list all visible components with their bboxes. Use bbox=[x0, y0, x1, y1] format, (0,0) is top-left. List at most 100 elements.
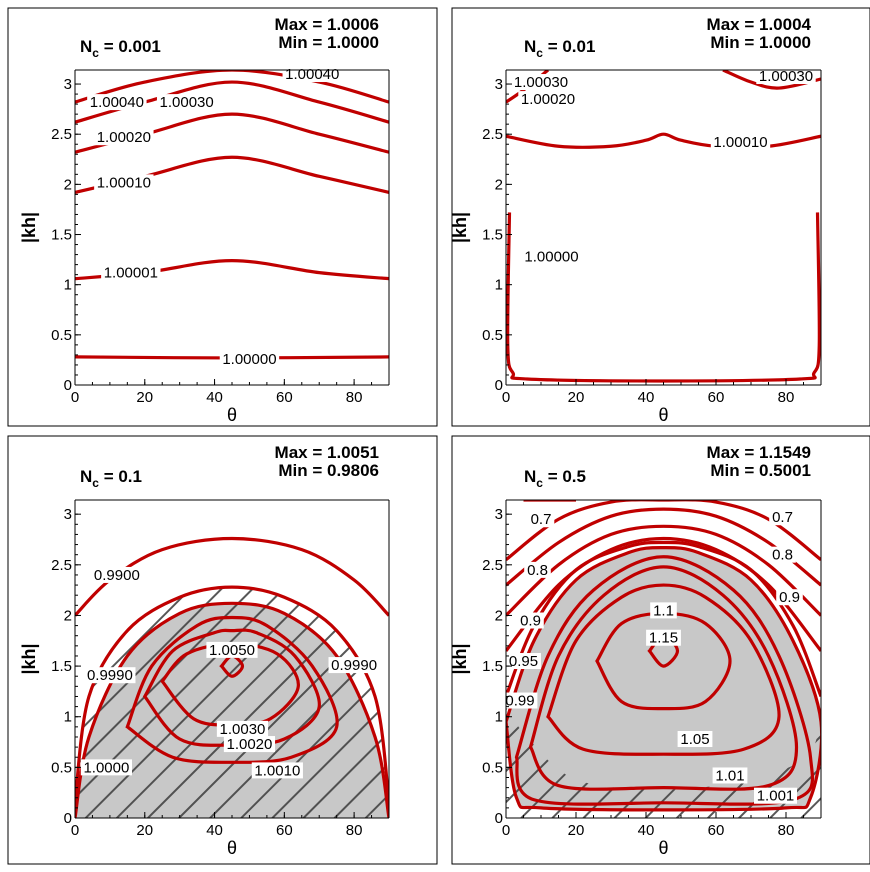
hatched-region bbox=[75, 587, 389, 818]
contour-label: 0.8 bbox=[527, 562, 548, 579]
contour-label-bg bbox=[650, 602, 677, 619]
x-tick-label: 0 bbox=[71, 822, 79, 839]
y-tick-label: 2 bbox=[64, 607, 72, 624]
contour-label: 1.00040 bbox=[285, 66, 339, 83]
contour-label-bg bbox=[524, 561, 551, 578]
contour-label: 1.00030 bbox=[514, 74, 568, 91]
contour-label-bg bbox=[517, 612, 544, 629]
contour-label-bg bbox=[710, 134, 771, 151]
panel-frame bbox=[451, 435, 870, 865]
contour-label-bg bbox=[677, 731, 713, 748]
contour-line-0_9990 bbox=[75, 585, 389, 804]
contour-label: 0.95 bbox=[509, 653, 538, 670]
contour-label: 1.00010 bbox=[97, 174, 151, 191]
contour-label-bg bbox=[216, 720, 269, 737]
plot-area bbox=[506, 500, 821, 818]
contour-line-1_00040 bbox=[75, 70, 389, 104]
y-tick-label: 2 bbox=[495, 176, 503, 193]
contour-line-0_99 bbox=[506, 540, 821, 698]
contour-label-bg bbox=[94, 174, 154, 191]
x-tick-label: 40 bbox=[206, 389, 223, 406]
max-label: Max = 1.0051 bbox=[275, 443, 379, 462]
y-tick-label: 2.5 bbox=[482, 557, 503, 574]
title-sub: c bbox=[536, 46, 543, 60]
contour-label: 0.99 bbox=[505, 693, 534, 710]
contour-label: 1.00000 bbox=[222, 351, 276, 368]
x-tick-label: 80 bbox=[778, 389, 795, 406]
title-sub: c bbox=[92, 476, 99, 490]
y-tick-label: 0.5 bbox=[51, 759, 72, 776]
y-tick-label: 1.5 bbox=[51, 658, 72, 675]
contour-label: 1.001 bbox=[757, 788, 795, 805]
contour-label-bg bbox=[712, 767, 748, 784]
max-label: Max = 1.1549 bbox=[707, 443, 811, 462]
x-tick-label: 60 bbox=[708, 389, 725, 406]
contour-label-bg bbox=[101, 264, 161, 281]
contour-label: 1.15 bbox=[649, 630, 678, 647]
contour-label: 1.00010 bbox=[713, 134, 767, 151]
contour-label-bg bbox=[91, 566, 143, 583]
x-axis-label: θ bbox=[227, 838, 237, 858]
min-label: Min = 0.9806 bbox=[278, 461, 379, 480]
contour-line-0_95 bbox=[506, 536, 821, 652]
contour-label: 1.0020 bbox=[226, 736, 272, 753]
contour-label: 0.9 bbox=[779, 589, 800, 606]
contour-label-bg bbox=[156, 94, 217, 111]
x-tick-label: 80 bbox=[346, 389, 363, 406]
min-label: Min = 1.0000 bbox=[710, 33, 811, 52]
x-tick-label: 40 bbox=[638, 822, 655, 839]
contour-label-bg bbox=[251, 762, 303, 779]
x-axis-label: θ bbox=[658, 838, 668, 858]
x-tick-label: 20 bbox=[568, 822, 585, 839]
plot-area bbox=[75, 536, 389, 818]
panel-title: Nc = 0.1 bbox=[80, 467, 142, 490]
contour-label: 0.7 bbox=[531, 511, 552, 528]
y-tick-label: 1 bbox=[64, 709, 72, 726]
contour-label: 1.00030 bbox=[160, 94, 214, 111]
contour-label-bg bbox=[521, 248, 582, 265]
contour-line-1_0010 bbox=[125, 615, 339, 764]
contour-label: 1.00001 bbox=[104, 265, 158, 282]
panel-title: Nc = 0.5 bbox=[524, 467, 586, 490]
contour-label: 0.9990 bbox=[87, 667, 133, 684]
plot-area bbox=[506, 70, 821, 383]
y-tick-label: 2.5 bbox=[51, 557, 72, 574]
y-tick-label: 1 bbox=[495, 277, 503, 294]
panel-title: Nc = 0.001 bbox=[80, 37, 161, 60]
contour-label-bg bbox=[328, 657, 380, 674]
x-tick-label: 80 bbox=[778, 822, 795, 839]
contour-label-bg bbox=[219, 350, 280, 367]
title-rest: = 0.001 bbox=[99, 37, 161, 56]
contour-label-bg bbox=[506, 653, 541, 670]
contour-label-bg bbox=[502, 692, 538, 709]
contour-line-0_9 bbox=[506, 524, 821, 617]
contour-label: 1.1 bbox=[653, 602, 674, 619]
y-tick-label: 1.5 bbox=[482, 658, 503, 675]
contour-label: 1.0050 bbox=[209, 642, 255, 659]
contour-line-0_8 bbox=[506, 507, 821, 587]
title-sub: c bbox=[92, 46, 99, 60]
y-tick-label: 1.5 bbox=[482, 227, 503, 244]
contour-label: 1.00000 bbox=[524, 249, 578, 266]
contour-line-1_001 bbox=[514, 555, 815, 806]
contour-label-bg bbox=[80, 759, 132, 776]
contour-line-1_00010 bbox=[506, 132, 821, 149]
contour-line-1_0020 bbox=[142, 628, 321, 747]
y-tick-label: 2 bbox=[64, 176, 72, 193]
y-tick-label: 1 bbox=[64, 277, 72, 294]
title-n: N bbox=[80, 37, 92, 56]
y-tick-label: 1 bbox=[495, 709, 503, 726]
contour-line-1_0000 bbox=[75, 601, 389, 818]
contour-label: 1.00040 bbox=[90, 94, 144, 111]
contour-label: 0.7 bbox=[772, 509, 793, 526]
panel-frame bbox=[7, 435, 438, 865]
max-label: Max = 1.0004 bbox=[707, 15, 812, 34]
min-label: Min = 1.0000 bbox=[278, 33, 379, 52]
contour-label-bg bbox=[84, 667, 136, 684]
y-tick-label: 2 bbox=[495, 607, 503, 624]
contour-label: 0.9900 bbox=[94, 567, 140, 584]
y-axis-label: |kh| bbox=[19, 212, 39, 243]
y-tick-label: 1.5 bbox=[51, 227, 72, 244]
contour-label-bg bbox=[223, 736, 276, 753]
y-tick-label: 0.5 bbox=[51, 327, 72, 344]
